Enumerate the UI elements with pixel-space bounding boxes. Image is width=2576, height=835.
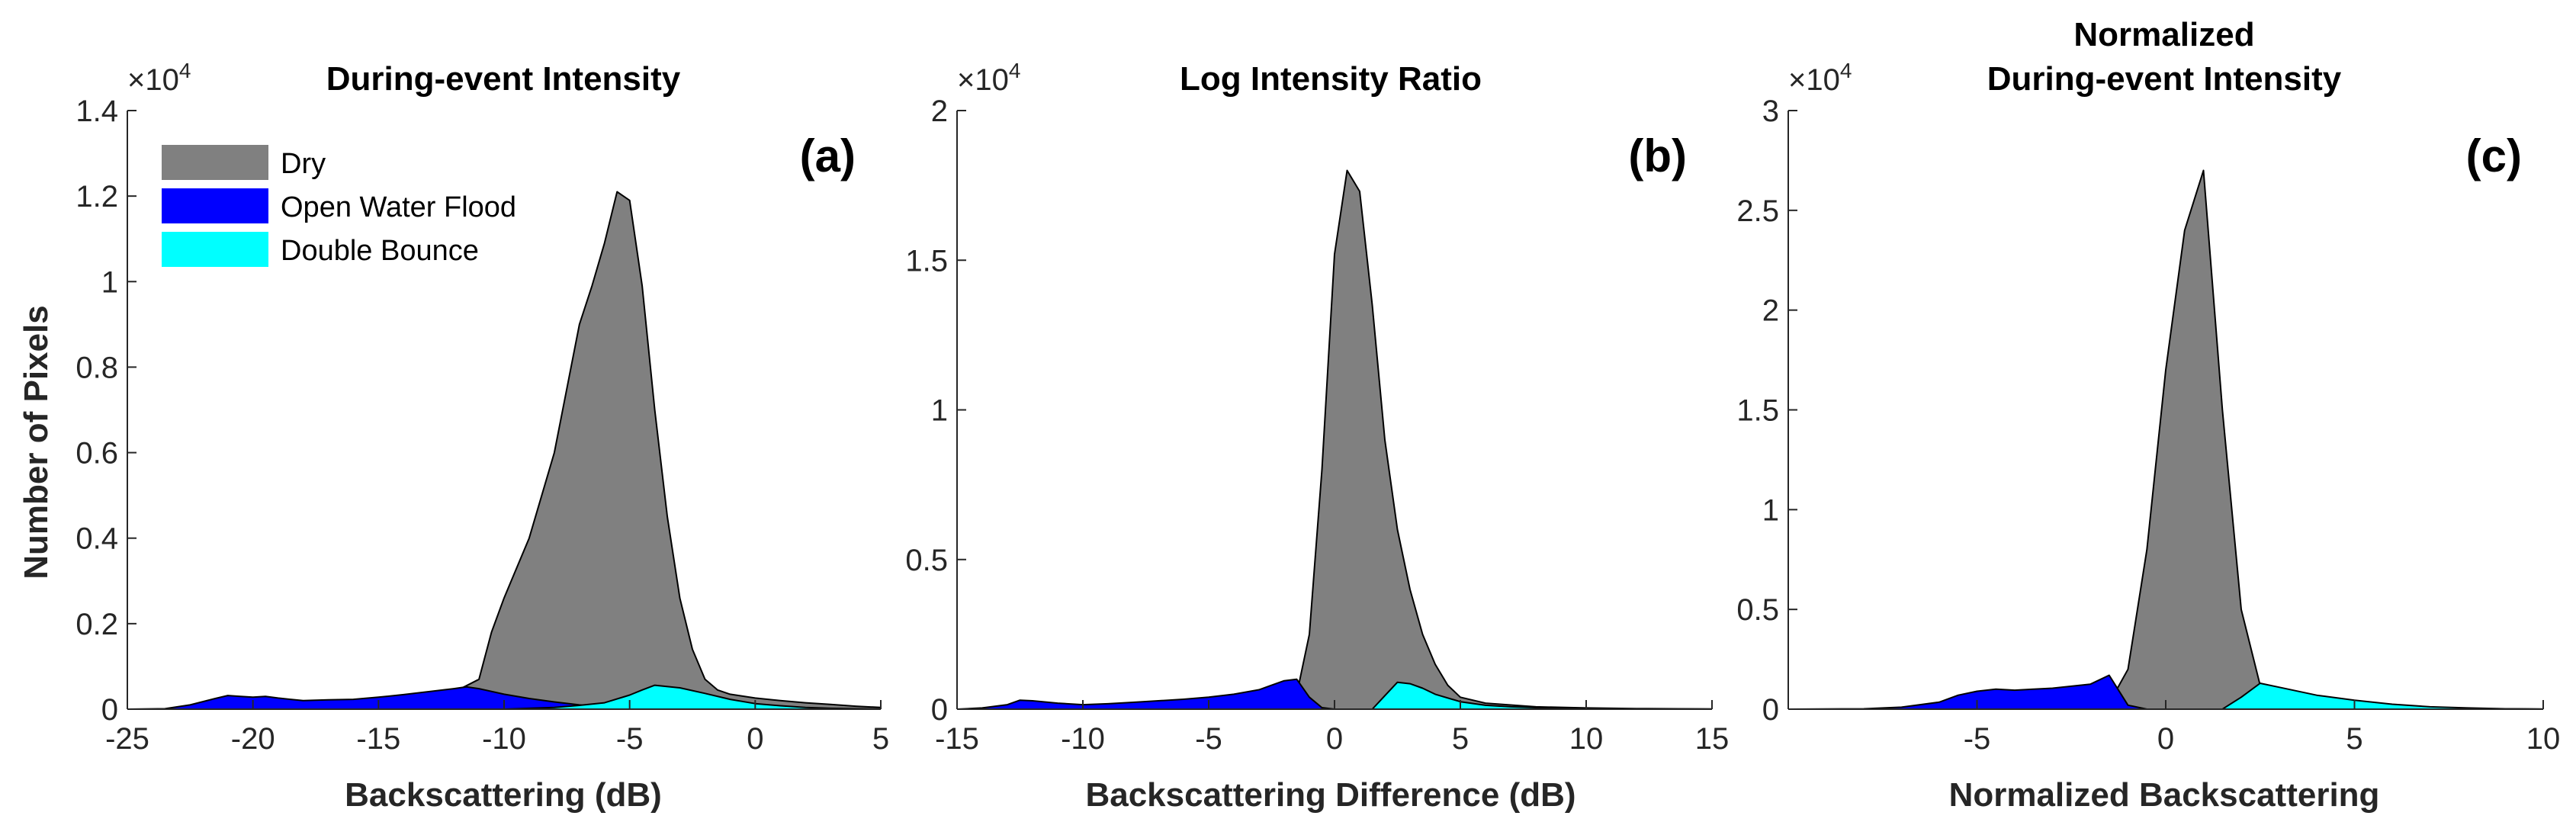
panel-a-y-tick-label: 0.4 <box>75 522 118 556</box>
panel-c-x-tick-label: 10 <box>2526 722 2561 756</box>
panel-b-x-tick-label: 15 <box>1695 722 1730 756</box>
panel-b: Log Intensity Ratio ×104 0 0.5 1 1.5 2 -15 -10… <box>905 59 1729 814</box>
panel-c-x-tick-label: -5 <box>1964 722 1991 756</box>
panel-c-label: (c) <box>2466 130 2522 181</box>
panel-c-x-tick-label: 0 <box>2157 722 2174 756</box>
panel-a-y-tick-label: 0 <box>101 693 118 727</box>
panel-c-y-tick-label: 1.5 <box>1736 394 1779 428</box>
panel-b-x-tick-label: 0 <box>1326 722 1343 756</box>
panel-b-x-tick-label: -5 <box>1195 722 1222 756</box>
y-axis-label: Number of Pixels <box>18 305 55 579</box>
panel-b-y-tick-label: 0 <box>931 693 948 727</box>
panel-c-y-tick-label: 2 <box>1762 294 1779 328</box>
panel-b-x-tick-label: 10 <box>1569 722 1604 756</box>
legend-label-open-water-flood: Open Water Flood <box>281 191 516 223</box>
panel-b-y-exponent: ×104 <box>957 59 1020 97</box>
panel-c-y-exponent: ×104 <box>1788 59 1852 97</box>
panel-b-x-tick-label: -10 <box>1061 722 1105 756</box>
panel-b-x-axis-label: Backscattering Difference (dB) <box>1085 776 1575 814</box>
panel-c-title-line-1: Normalized <box>2073 16 2254 53</box>
panel-a-x-tick-label: -25 <box>105 722 149 756</box>
panel-a-x-tick-label: -10 <box>482 722 526 756</box>
panel-c-y-tick-label: 0.5 <box>1736 593 1779 627</box>
legend-swatch-dry <box>162 145 268 180</box>
panel-b-y-exponent-base: ×10 <box>957 63 1009 97</box>
panel-b-y-tick-label: 1.5 <box>905 244 948 278</box>
panel-b-y-tick-label: 0.5 <box>905 544 948 577</box>
panel-b-title: Log Intensity Ratio <box>1180 60 1482 98</box>
panel-a-label: (a) <box>800 130 856 181</box>
panel-a-x-tick-label: 5 <box>872 722 889 756</box>
panel-b-y-tick-label: 2 <box>931 95 948 128</box>
panel-c-x-tick-label: 5 <box>2346 722 2362 756</box>
panel-b-x-tick-label: -15 <box>935 722 979 756</box>
panel-a-x-tick-label: -20 <box>231 722 275 756</box>
legend-swatch-open-water-flood <box>162 188 268 223</box>
panel-c-y-tick-label: 3 <box>1762 95 1779 128</box>
panel-c-y-exponent-power: 4 <box>1840 59 1852 82</box>
panel-a-y-tick-label: 0.6 <box>75 437 118 470</box>
panel-c-y-tick-label: 2.5 <box>1736 194 1779 228</box>
legend-entry-open-water-flood: Open Water Flood <box>162 188 516 223</box>
panel-b-y-tick-label: 1 <box>931 394 948 428</box>
panel-a-y-tick-label: 1 <box>101 265 118 299</box>
panel-c-x-axis-label: Normalized Backscattering <box>1949 776 2380 814</box>
legend-swatch-double-bounce <box>162 232 268 267</box>
panel-a-y-tick-label: 1.4 <box>75 95 118 128</box>
panel-a-title: During-event Intensity <box>326 60 681 98</box>
panel-b-y-exponent-power: 4 <box>1009 59 1021 82</box>
legend-entry-dry: Dry <box>162 145 326 180</box>
panel-a-series-group <box>127 191 881 709</box>
panel-a-y-tick-label: 0.2 <box>75 608 118 641</box>
panel-b-plot: 0 0.5 1 1.5 2 -15 -10 -5 0 5 10 15 <box>905 95 1729 756</box>
legend-entry-double-bounce: Double Bounce <box>162 232 479 267</box>
panel-a-x-tick-label: -5 <box>616 722 644 756</box>
panel-a-y-exponent: ×104 <box>127 59 191 97</box>
panel-c-title-line-2: During-event Intensity <box>1987 60 2342 98</box>
panel-b-x-tick-label: 5 <box>1452 722 1469 756</box>
panel-b-area-open-water-flood <box>957 678 1712 709</box>
panel-c: Normalized During-event Intensity ×104 0… <box>1736 16 2560 814</box>
panel-a-y-tick-label: 0.8 <box>75 351 118 384</box>
panel-a: During-event Intensity ×104 0 0.2 0.4 0.6 0.… <box>75 59 889 814</box>
panel-a-x-axis-label: Backscattering (dB) <box>345 776 662 814</box>
panel-c-y-exponent-base: ×10 <box>1788 63 1840 97</box>
panel-c-plot: 0 0.5 1 1.5 2 2.5 3 -5 0 5 10 <box>1736 95 2560 756</box>
panel-a-y-exponent-base: ×10 <box>127 63 179 97</box>
panel-a-y-exponent-power: 4 <box>179 59 191 82</box>
legend: Dry Open Water Flood Double Bounce <box>162 145 516 267</box>
panel-c-y-tick-label: 1 <box>1762 493 1779 527</box>
panel-a-x-tick-label: 0 <box>747 722 763 756</box>
legend-label-double-bounce: Double Bounce <box>281 235 479 267</box>
legend-label-dry: Dry <box>281 148 326 180</box>
panel-b-label: (b) <box>1628 130 1687 181</box>
panel-a-y-tick-label: 1.2 <box>75 180 118 214</box>
panel-a-x-tick-label: -15 <box>356 722 400 756</box>
panel-c-y-tick-label: 0 <box>1762 693 1779 727</box>
